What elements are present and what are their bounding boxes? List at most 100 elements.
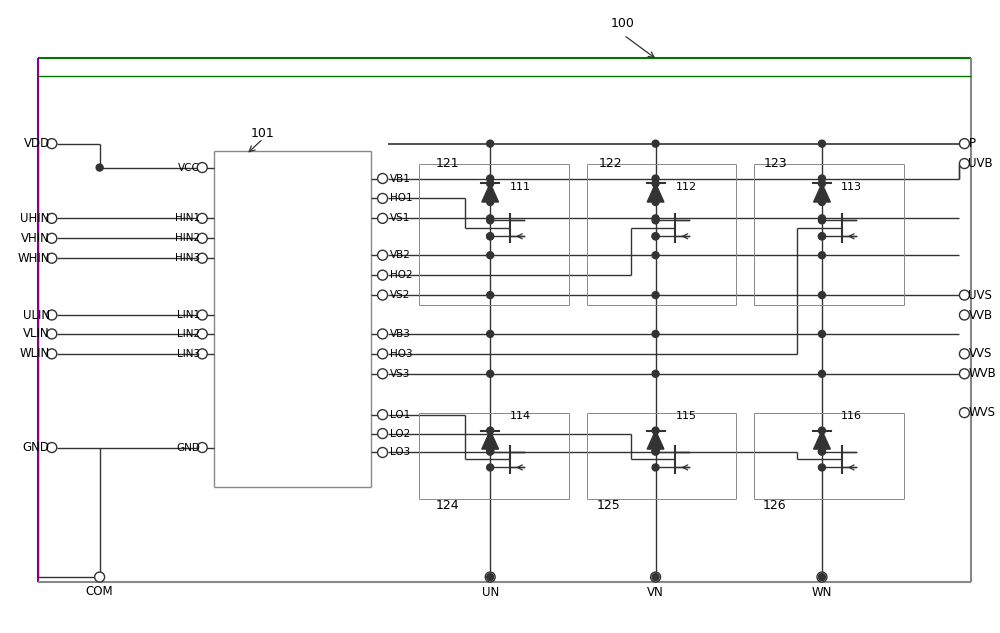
Circle shape	[487, 448, 494, 455]
Circle shape	[652, 464, 659, 471]
Text: LIN3: LIN3	[177, 349, 200, 359]
Text: GND: GND	[176, 442, 200, 453]
Circle shape	[652, 330, 659, 337]
Circle shape	[652, 573, 659, 580]
Text: VCC: VCC	[178, 163, 200, 173]
Circle shape	[378, 213, 388, 223]
Circle shape	[652, 215, 659, 222]
Text: 124: 124	[435, 499, 459, 512]
Circle shape	[818, 330, 825, 337]
Circle shape	[378, 329, 388, 339]
Circle shape	[197, 234, 207, 243]
Text: HO2: HO2	[390, 270, 412, 280]
Circle shape	[47, 349, 57, 359]
Circle shape	[487, 370, 494, 377]
Text: HO3: HO3	[390, 349, 412, 359]
Circle shape	[818, 464, 825, 471]
Circle shape	[96, 164, 103, 171]
Polygon shape	[814, 184, 830, 202]
Circle shape	[378, 349, 388, 359]
Circle shape	[47, 310, 57, 320]
Text: UHIN: UHIN	[20, 212, 50, 225]
Circle shape	[378, 410, 388, 420]
Circle shape	[818, 217, 825, 224]
Circle shape	[197, 253, 207, 263]
Circle shape	[487, 140, 494, 147]
Circle shape	[959, 139, 969, 149]
Circle shape	[959, 310, 969, 320]
Circle shape	[487, 252, 494, 259]
Text: COM: COM	[86, 586, 113, 598]
Circle shape	[95, 572, 105, 582]
Text: 113: 113	[841, 182, 862, 192]
Circle shape	[487, 180, 494, 187]
Text: 112: 112	[675, 182, 697, 192]
Text: HIN1: HIN1	[175, 213, 200, 223]
Text: VS3: VS3	[390, 369, 410, 379]
Circle shape	[959, 349, 969, 359]
Text: ULIN: ULIN	[23, 308, 50, 322]
Circle shape	[378, 429, 388, 439]
Text: LO2: LO2	[390, 429, 410, 439]
Text: 116: 116	[841, 411, 862, 421]
Text: LIN2: LIN2	[177, 329, 200, 339]
Circle shape	[959, 290, 969, 300]
Circle shape	[378, 173, 388, 184]
Text: 125: 125	[597, 499, 621, 512]
Circle shape	[487, 217, 494, 224]
Text: GND: GND	[23, 441, 50, 454]
Text: WVS: WVS	[968, 406, 995, 419]
Circle shape	[197, 329, 207, 339]
Circle shape	[818, 427, 825, 434]
Circle shape	[487, 448, 494, 455]
Text: P: P	[968, 137, 975, 150]
Circle shape	[652, 175, 659, 182]
Circle shape	[197, 213, 207, 223]
Circle shape	[652, 370, 659, 377]
Text: VVS: VVS	[968, 348, 992, 360]
Text: VVB: VVB	[968, 308, 993, 322]
Circle shape	[652, 199, 659, 206]
Text: VS1: VS1	[390, 213, 410, 223]
Polygon shape	[814, 430, 830, 449]
Circle shape	[652, 140, 659, 147]
Text: WN: WN	[812, 587, 832, 599]
Text: WVB: WVB	[968, 367, 996, 380]
Text: 126: 126	[762, 499, 786, 512]
Circle shape	[197, 310, 207, 320]
Circle shape	[818, 446, 825, 453]
Circle shape	[818, 370, 825, 377]
Text: WHIN: WHIN	[17, 252, 50, 265]
Circle shape	[652, 233, 659, 240]
Text: HO1: HO1	[390, 194, 412, 203]
Circle shape	[485, 572, 495, 582]
Text: 121: 121	[435, 157, 459, 170]
Text: UVS: UVS	[968, 289, 992, 301]
Polygon shape	[647, 184, 664, 202]
Circle shape	[652, 427, 659, 434]
Circle shape	[817, 572, 827, 582]
Text: VB3: VB3	[390, 329, 410, 339]
Circle shape	[378, 290, 388, 300]
Circle shape	[378, 194, 388, 203]
Text: VN: VN	[647, 587, 664, 599]
Circle shape	[818, 233, 825, 240]
Text: LO1: LO1	[390, 410, 410, 420]
Text: VB2: VB2	[390, 250, 410, 260]
Circle shape	[47, 253, 57, 263]
Polygon shape	[482, 430, 499, 449]
Circle shape	[652, 252, 659, 259]
Circle shape	[487, 292, 494, 299]
Circle shape	[378, 448, 388, 458]
Circle shape	[652, 233, 659, 240]
Circle shape	[652, 448, 659, 455]
Circle shape	[818, 175, 825, 182]
Polygon shape	[482, 184, 499, 202]
Circle shape	[197, 442, 207, 453]
Circle shape	[47, 442, 57, 453]
Circle shape	[959, 408, 969, 418]
Circle shape	[47, 213, 57, 223]
Circle shape	[818, 448, 825, 455]
Circle shape	[818, 292, 825, 299]
Text: 100: 100	[611, 16, 635, 30]
